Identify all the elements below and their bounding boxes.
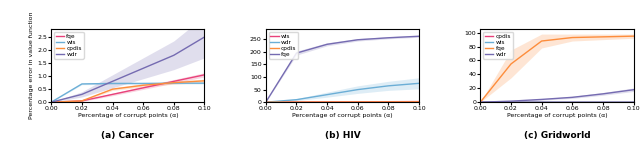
cpdis [200, 80, 208, 82]
wdr [78, 93, 86, 95]
wis [323, 101, 331, 103]
cpdis [323, 101, 331, 103]
wis [599, 101, 607, 103]
wdr [170, 54, 178, 56]
wdr [354, 89, 362, 91]
Line: fqe: fqe [51, 75, 204, 102]
cpdis [507, 101, 515, 103]
Legend: fqe, wis, cpdis, wdr: fqe, wis, cpdis, wdr [54, 32, 84, 59]
wdr [415, 82, 423, 84]
wis [385, 101, 392, 103]
wis [630, 101, 637, 103]
fqe [78, 100, 86, 102]
fqe [599, 36, 607, 38]
fqe [200, 74, 208, 76]
X-axis label: Percentage of corrupt points (α): Percentage of corrupt points (α) [77, 113, 178, 118]
wis [292, 101, 300, 103]
wdr [109, 80, 116, 82]
cpdis [415, 101, 423, 103]
wis [415, 101, 423, 102]
Text: (b) HIV: (b) HIV [324, 131, 360, 140]
wdr [47, 101, 55, 103]
Text: (a) Cancer: (a) Cancer [102, 131, 154, 140]
wis [507, 101, 515, 103]
wis [477, 101, 484, 103]
wdr [292, 99, 300, 101]
wis [140, 82, 147, 84]
cpdis [538, 101, 545, 103]
cpdis [477, 101, 484, 103]
cpdis [140, 84, 147, 86]
cpdis [568, 101, 576, 103]
fqe [262, 101, 269, 103]
fqe [170, 80, 178, 82]
fqe [630, 35, 637, 37]
wdr [507, 100, 515, 102]
Line: wdr: wdr [481, 90, 634, 102]
cpdis [354, 101, 362, 103]
X-axis label: Percentage of corrupt points (α): Percentage of corrupt points (α) [507, 113, 607, 118]
cpdis [599, 101, 607, 103]
fqe [507, 63, 515, 65]
cpdis [630, 101, 637, 103]
cpdis [262, 101, 269, 103]
wis [568, 101, 576, 103]
Line: cpdis: cpdis [51, 81, 204, 102]
wdr [140, 67, 147, 69]
wis [170, 82, 178, 84]
wdr [262, 101, 269, 103]
Line: fqe: fqe [481, 36, 634, 102]
cpdis [78, 100, 86, 102]
Line: wdr: wdr [266, 83, 419, 102]
wdr [200, 36, 208, 38]
fqe [538, 40, 545, 42]
cpdis [109, 88, 116, 90]
wdr [323, 94, 331, 95]
cpdis [292, 101, 300, 103]
wdr [538, 99, 545, 100]
fqe [140, 87, 147, 89]
X-axis label: Percentage of corrupt points (α): Percentage of corrupt points (α) [292, 113, 393, 118]
fqe [323, 43, 331, 45]
wis [200, 82, 208, 84]
fqe [568, 37, 576, 38]
Legend: cpdis, wis, fqe, wdr: cpdis, wis, fqe, wdr [483, 32, 513, 59]
wdr [568, 97, 576, 98]
cpdis [385, 101, 392, 103]
fqe [292, 52, 300, 54]
wis [354, 101, 362, 103]
wis [78, 83, 86, 85]
Text: (c) Gridworld: (c) Gridworld [524, 131, 590, 140]
fqe [47, 101, 55, 103]
cpdis [47, 101, 55, 103]
fqe [354, 39, 362, 41]
wdr [630, 89, 637, 91]
Y-axis label: Percentage error in value function: Percentage error in value function [29, 12, 35, 119]
cpdis [170, 82, 178, 84]
Legend: wis, wdr, cpdis, fqe: wis, wdr, cpdis, fqe [269, 32, 298, 59]
wdr [599, 93, 607, 95]
Line: fqe: fqe [266, 36, 419, 102]
wdr [477, 101, 484, 103]
fqe [109, 93, 116, 95]
fqe [385, 37, 392, 39]
Line: wdr: wdr [51, 37, 204, 102]
wis [109, 82, 116, 84]
fqe [415, 35, 423, 37]
wis [538, 101, 545, 103]
Line: wis: wis [51, 83, 204, 102]
wis [47, 101, 55, 103]
wdr [385, 85, 392, 87]
fqe [477, 101, 484, 103]
wis [262, 101, 269, 103]
